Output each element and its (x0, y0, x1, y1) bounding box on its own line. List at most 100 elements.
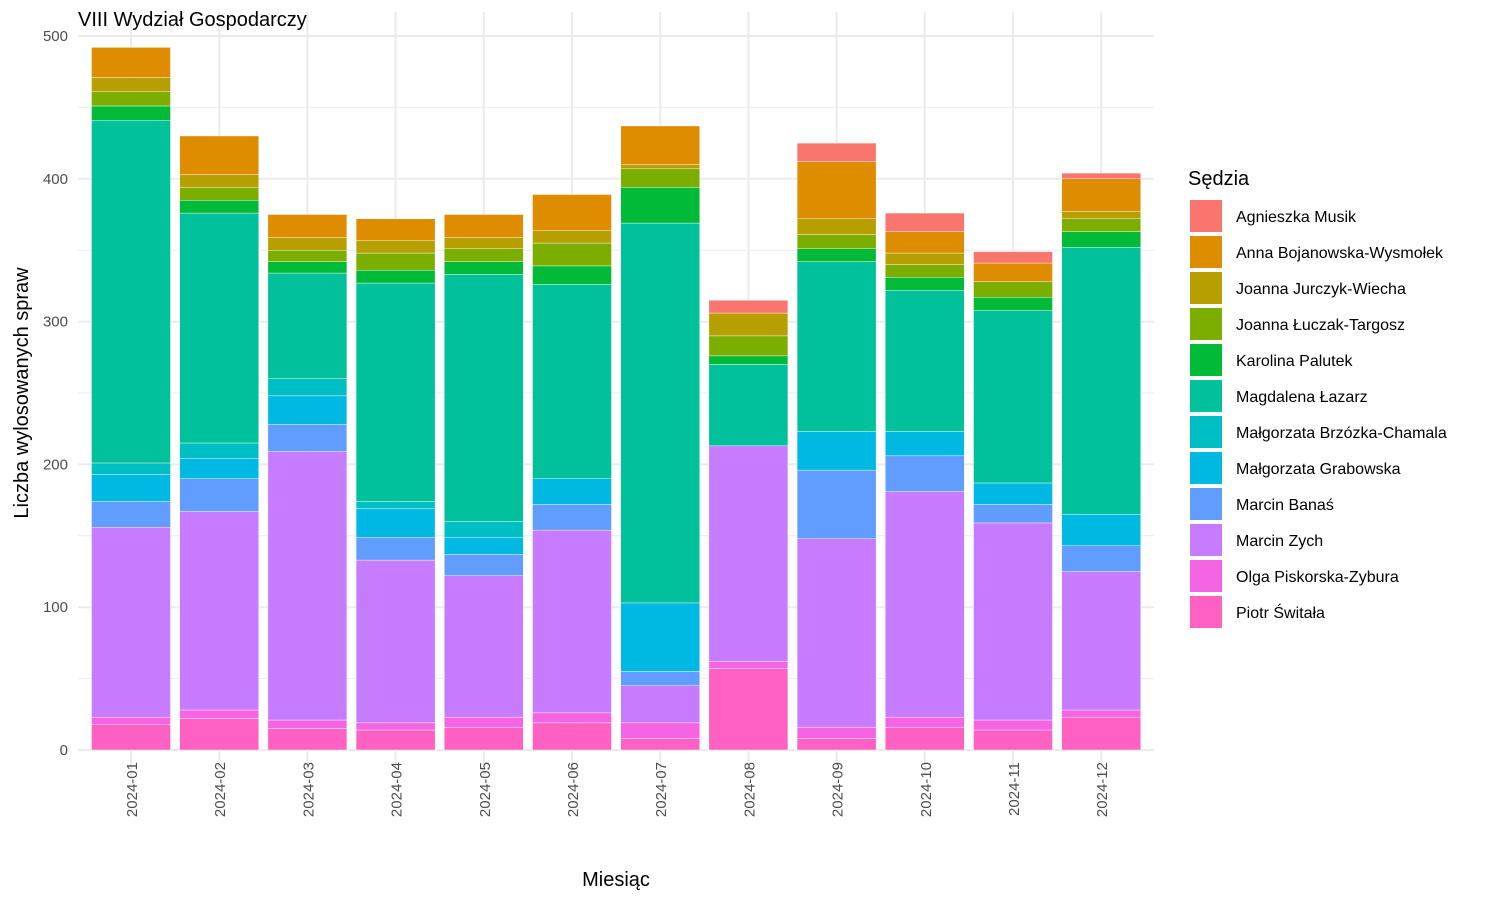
bar-segment (179, 718, 259, 751)
bar-segment (973, 281, 1053, 298)
legend-label: Magdalena Łazarz (1236, 389, 1368, 406)
legend-key (1190, 596, 1222, 628)
bar-segment (620, 168, 700, 188)
legend-key (1190, 380, 1222, 412)
legend-key (1190, 272, 1222, 304)
x-axis-ticks: 2024-01 2024-02 2024-03 2024-04 2024-05 2024-… (124, 762, 1111, 817)
bar-segment (532, 478, 612, 505)
legend-label: Piotr Świtała (1236, 603, 1325, 622)
x-tick-label: 2024-04 (389, 762, 406, 817)
legend-title: Sędzia (1188, 168, 1250, 190)
bar-segment (444, 521, 524, 538)
bar-segment (1061, 218, 1141, 232)
bar-segment (355, 240, 436, 254)
bar-segment (885, 431, 965, 457)
x-tick-label: 2024-11 (1006, 762, 1023, 816)
bar-segment (355, 508, 436, 538)
bar-segment (91, 716, 171, 725)
bar-segment (532, 722, 612, 751)
bar-segment (620, 671, 700, 686)
bar-segment (179, 212, 259, 444)
bar-segment (532, 504, 612, 531)
bar-segment (885, 455, 965, 492)
x-tick-label: 2024-01 (124, 762, 141, 817)
bar-segment (1061, 247, 1141, 515)
bar-segment (444, 248, 524, 262)
x-tick-label: 2024-12 (1094, 762, 1111, 817)
bar-segment (355, 722, 436, 731)
bar-segment (708, 661, 789, 669)
bar-segment (885, 716, 965, 728)
bar-segment (796, 234, 877, 249)
bar-segment (91, 724, 171, 751)
legend-key (1190, 308, 1222, 340)
bar-segment (355, 559, 436, 724)
bar-segment (1061, 571, 1141, 711)
bar-segment (885, 491, 965, 718)
legend-label: Małgorzata Brzózka-Chamala (1236, 425, 1447, 442)
bar-segment (885, 252, 965, 265)
bar-segment (179, 187, 259, 201)
y-tick-label: 0 (60, 742, 68, 759)
bar-segment (708, 312, 789, 337)
x-tick-label: 2024-09 (830, 762, 847, 817)
bar-segment (91, 120, 171, 464)
bar-segment (620, 222, 700, 604)
bar-segment (444, 554, 524, 576)
bar-segment (267, 728, 348, 751)
bar-segment (1061, 178, 1141, 212)
bar-segment (1061, 709, 1141, 718)
x-tick-label: 2024-02 (212, 762, 229, 817)
x-tick-label: 2024-06 (565, 762, 582, 817)
bar-segment (532, 242, 612, 267)
bar-segment (885, 212, 965, 232)
bar-segment (620, 602, 700, 672)
bar-segment (532, 712, 612, 724)
bar-segment (355, 729, 436, 751)
bar-segment (179, 458, 259, 479)
bar-segment (973, 504, 1053, 524)
bar-segment (973, 297, 1053, 311)
bar-segment (532, 529, 612, 714)
bar-segment (620, 125, 700, 165)
bar-segment (179, 135, 259, 175)
legend-label: Agnieszka Musik (1236, 209, 1357, 226)
bar-segment (267, 719, 348, 729)
bar-segment (973, 522, 1053, 721)
bar-segment (796, 261, 877, 432)
bar-segment (91, 47, 171, 78)
bar-segment (179, 174, 259, 188)
bar-segment (91, 91, 171, 107)
bar-segment (1061, 545, 1141, 572)
bar-segment (179, 200, 259, 214)
bar-segment (708, 364, 789, 447)
bar-segment (444, 726, 524, 751)
bar-segment (620, 164, 700, 170)
bar-segment (620, 722, 700, 739)
bar-segment (796, 218, 877, 235)
bar-segment (796, 161, 877, 219)
legend-key (1190, 452, 1222, 484)
legend-label: Marcin Banaś (1236, 497, 1334, 514)
bar-segment (708, 355, 789, 365)
bar-segment (796, 469, 877, 539)
y-tick-label: 300 (43, 314, 68, 331)
bar-segment (91, 77, 171, 92)
bar-segment (444, 214, 524, 238)
bar-segment (796, 431, 877, 471)
bar-segment (973, 729, 1053, 751)
bar-segment (796, 248, 877, 262)
bar-segment (91, 527, 171, 718)
bar-segment (355, 269, 436, 284)
bar-segment (885, 726, 965, 751)
y-tick-label: 100 (43, 599, 68, 616)
bar-segment (708, 445, 789, 662)
bar-segment (179, 709, 259, 719)
bar-segment (532, 230, 612, 244)
bar-segment (355, 537, 436, 561)
legend-label: Karolina Palutek (1236, 353, 1354, 370)
x-tick-label: 2024-05 (477, 762, 494, 817)
bar-segment (796, 538, 877, 728)
y-axis-title: Liczba wylosowanych spraw (11, 267, 33, 519)
